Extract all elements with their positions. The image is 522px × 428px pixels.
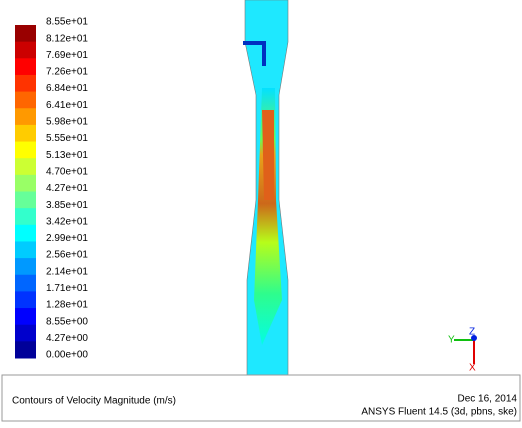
legend-label: 6.41e+01 — [46, 100, 88, 111]
legend-label: 2.99e+01 — [46, 233, 88, 244]
legend-swatch — [15, 291, 36, 308]
axis-label: Y — [448, 335, 455, 346]
legend-swatch — [15, 208, 36, 225]
legend-swatch — [15, 58, 36, 75]
legend-swatch — [15, 192, 36, 209]
legend-swatch — [15, 158, 36, 175]
legend-swatch — [15, 308, 36, 325]
legend-label: 4.27e+01 — [46, 183, 88, 194]
legend-swatch — [15, 241, 36, 258]
screen: 8.55e+01 8.12e+01 7.69e+01 7.26e+01 6.84e+01… — [0, 0, 522, 423]
legend-label: 4.27e+00 — [46, 333, 88, 344]
legend-label: 7.26e+01 — [46, 67, 88, 78]
legend-swatch — [15, 225, 36, 242]
legend-swatch — [15, 92, 36, 109]
legend-label: 4.70e+01 — [46, 166, 88, 177]
legend-label: 8.55e+01 — [46, 17, 88, 28]
axis-triad: Y Z X — [448, 327, 477, 374]
legend-swatch — [15, 175, 36, 192]
legend-label: 2.56e+01 — [46, 250, 88, 261]
legend-swatch — [15, 42, 36, 59]
legend-label: 3.42e+01 — [46, 216, 88, 227]
legend-label: 0.00e+00 — [46, 350, 88, 361]
axis-label: Z — [469, 327, 475, 338]
geometry — [243, 0, 288, 375]
legend-swatch — [15, 275, 36, 292]
legend-label: 3.85e+01 — [46, 200, 88, 211]
legend-label: 8.55e+00 — [46, 316, 88, 327]
axis-label: X — [469, 363, 476, 374]
legend-swatch — [15, 258, 36, 275]
legend-label: 6.84e+01 — [46, 83, 88, 94]
legend-label: 5.55e+01 — [46, 133, 88, 144]
legend-swatch — [15, 108, 36, 125]
footer-solver: ANSYS Fluent 14.5 (3d, pbns, ske) — [361, 407, 517, 418]
legend-label: 5.13e+01 — [46, 150, 88, 161]
legend-label: 1.28e+01 — [46, 300, 88, 311]
legend-label: 8.12e+01 — [46, 33, 88, 44]
legend-swatch — [15, 125, 36, 142]
legend-swatch — [15, 325, 36, 342]
legend-swatch — [15, 142, 36, 159]
legend-swatch — [15, 25, 36, 42]
legend-label: 1.71e+01 — [46, 283, 88, 294]
footer-title: Contours of Velocity Magnitude (m/s) — [12, 396, 176, 407]
legend-label: 2.14e+01 — [46, 266, 88, 277]
legend-label: 5.98e+01 — [46, 117, 88, 128]
legend-swatch — [15, 341, 36, 358]
footer-date: Dec 16, 2014 — [458, 394, 518, 405]
legend-label: 7.69e+01 — [46, 50, 88, 61]
legend-swatch — [15, 75, 36, 92]
color-legend: 8.55e+01 8.12e+01 7.69e+01 7.26e+01 6.84e+01… — [15, 17, 88, 361]
